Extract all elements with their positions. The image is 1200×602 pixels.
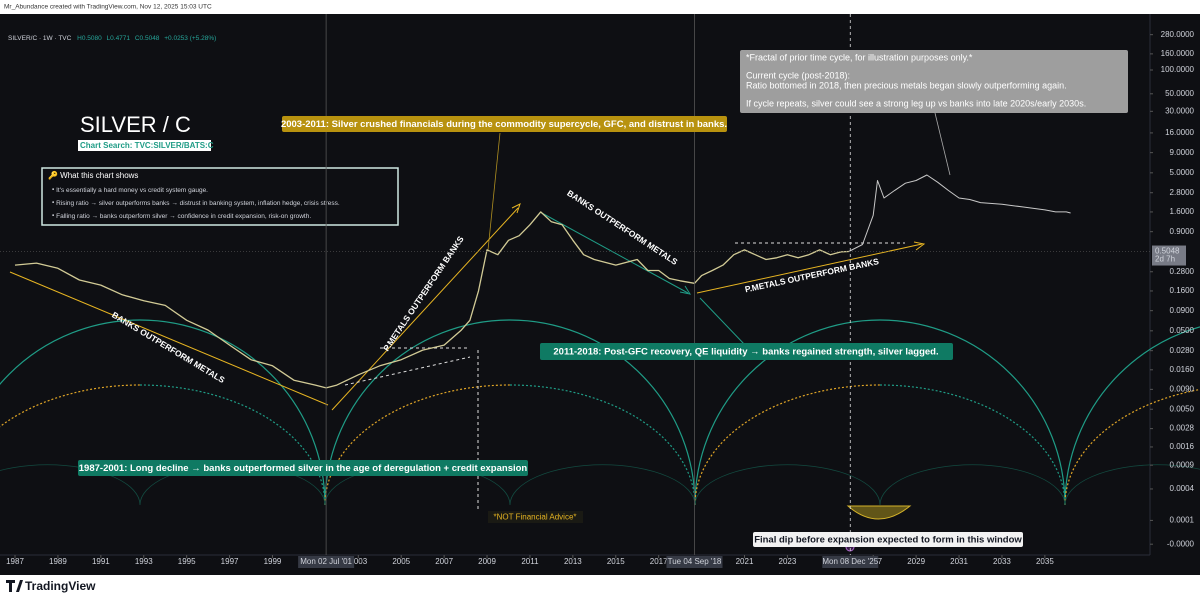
x-tick-label: 1997 [221, 557, 239, 566]
annotation-box [78, 460, 528, 476]
x-tick-label: 2023 [779, 557, 797, 566]
x-tick-label: 1993 [135, 557, 153, 566]
y-tick-label: -0.0000 [1167, 539, 1195, 548]
x-tick-label: 2007 [435, 557, 453, 566]
y-tick-label: 0.2800 [1170, 267, 1195, 276]
annotation: 1987-2001: Long decline → banks outperfo… [79, 463, 528, 474]
y-tick-label: 0.0050 [1170, 404, 1195, 413]
y-tick-label: 0.0016 [1170, 442, 1195, 451]
drawings [9, 112, 951, 552]
fractal-note: *Fractal of prior time cycle, for illust… [746, 52, 973, 62]
cycle-arcs [0, 319, 1200, 506]
y-tick-label: 50.0000 [1165, 89, 1194, 98]
quote: +0.0253 (+5.28%) [164, 35, 216, 42]
info-title: 🔑 What this chart shows [48, 170, 138, 180]
quote: L0.4771 [107, 35, 131, 42]
info-box [41, 167, 399, 226]
annotation-box [282, 116, 727, 132]
y-tick-label: 1.6000 [1170, 207, 1195, 216]
y-tick-label: 0.0028 [1170, 424, 1195, 433]
info-item-text: Rising ratio → silver outperforms banks … [56, 200, 340, 207]
symbol: SILVER/C · 1W · TVC [8, 35, 72, 42]
x-tick-label: 2035 [1036, 557, 1054, 566]
header: Mr_Abundance created with TradingView.co… [4, 4, 212, 11]
marker-label-box [822, 556, 879, 568]
fractal-note: If cycle repeats, silver could see a str… [746, 98, 1086, 108]
y-tick-label: 0.0009 [1170, 460, 1195, 469]
y-tick-label: 0.0280 [1170, 346, 1195, 355]
x-tick-label: 1989 [49, 557, 67, 566]
y-tick-label: 160.0000 [1161, 49, 1195, 58]
marker-label: Mon 02 Jul '01 [300, 557, 352, 566]
info-item-text: Falling ratio → banks outperform silver … [56, 213, 311, 220]
x-tick-label: 2017 [650, 557, 668, 566]
y-tick-label: 0.0500 [1170, 326, 1195, 335]
y-tick-label: 30.0000 [1165, 106, 1194, 115]
x-tick-label: 2013 [564, 557, 582, 566]
x-tick-label: 2031 [950, 557, 968, 566]
last-price-box [1152, 245, 1186, 266]
subtitle-box [78, 140, 211, 151]
fractal-note: Current cycle (post-2018): [746, 70, 850, 80]
annotation: 2003-2011: Silver crushed financials dur… [281, 119, 727, 130]
x-tick-label: 2009 [478, 557, 496, 566]
marker-label: Mon 08 Dec '25 [822, 557, 878, 566]
quote: H0.5080 [77, 35, 102, 42]
info-item: • It's essentially a hard money vs credi… [52, 187, 208, 194]
x-tick-label: 2029 [907, 557, 925, 566]
y-tick-label: 280.0000 [1161, 30, 1195, 39]
marker-label: Tue 04 Sep '18 [668, 557, 722, 566]
y-tick-label: 100.0000 [1161, 65, 1195, 74]
y-tick-label: 0.1600 [1170, 286, 1195, 295]
quote: C0.5048 [135, 35, 160, 42]
price-line [14, 211, 849, 389]
y-tick-label: 0.0900 [1170, 306, 1195, 315]
price-line [848, 174, 1071, 252]
marker-label-box [298, 556, 355, 568]
annotation-box [540, 343, 953, 360]
x-tick-label: 1991 [92, 557, 110, 566]
y-tick-label: 0.0090 [1170, 384, 1195, 393]
annotation: 2011-2018: Post-GFC recovery, QE liquidi… [553, 347, 938, 358]
y-tick-label: 0.0004 [1170, 484, 1195, 493]
top-bar [0, 0, 1200, 14]
info-item: • Falling ratio → banks outperform silve… [52, 213, 311, 220]
marker-label-box [666, 556, 723, 568]
y-tick-label: 9.0000 [1170, 148, 1195, 157]
info-item-text: It's essentially a hard money vs credit … [56, 187, 208, 194]
subtitle: Chart Search: TVC:SILVER/BATS:C [80, 141, 214, 150]
countdown: 2d 7h [1155, 255, 1175, 264]
y-tick-label: 0.9000 [1170, 227, 1195, 236]
x-tick-label: 2015 [607, 557, 625, 566]
annotation: Final dip before expansion expected to f… [754, 535, 1022, 546]
chart-title: SILVER / C [80, 112, 191, 137]
y-tick-label: 5.0000 [1170, 168, 1195, 177]
footer: TradingView [25, 579, 96, 593]
x-tick-label: 2033 [993, 557, 1011, 566]
footer-bar [0, 575, 1200, 602]
y-tick-label: 2.8000 [1170, 188, 1195, 197]
fractal-note-box [740, 50, 1128, 113]
annotation-box [488, 511, 583, 523]
footer-logo: TradingView [6, 579, 96, 593]
annotation: *NOT Financial Advice* [494, 513, 577, 522]
x-tick-label: 1999 [264, 557, 282, 566]
quote-line: SILVER/C · 1W · TVC H0.5080 L0.4771 C0.5… [8, 35, 216, 42]
annotation-box [753, 532, 1023, 547]
y-tick-label: 0.0001 [1170, 516, 1195, 525]
x-tick-label: 1995 [178, 557, 196, 566]
y-tick-label: 16.0000 [1165, 128, 1194, 137]
x-tick-label: 2003 [349, 557, 367, 566]
last-price-label: 0.5048 [1155, 247, 1180, 256]
x-tick-label: 2005 [392, 557, 410, 566]
info-item: • Rising ratio → silver outperforms bank… [52, 200, 340, 207]
y-tick-label: 0.0160 [1170, 365, 1195, 374]
x-tick-label: 2011 [521, 557, 539, 566]
x-tick-label: 1987 [6, 557, 24, 566]
fractal-note: Ratio bottomed in 2018, then precious me… [746, 80, 1067, 90]
x-tick-label: 2021 [736, 557, 754, 566]
